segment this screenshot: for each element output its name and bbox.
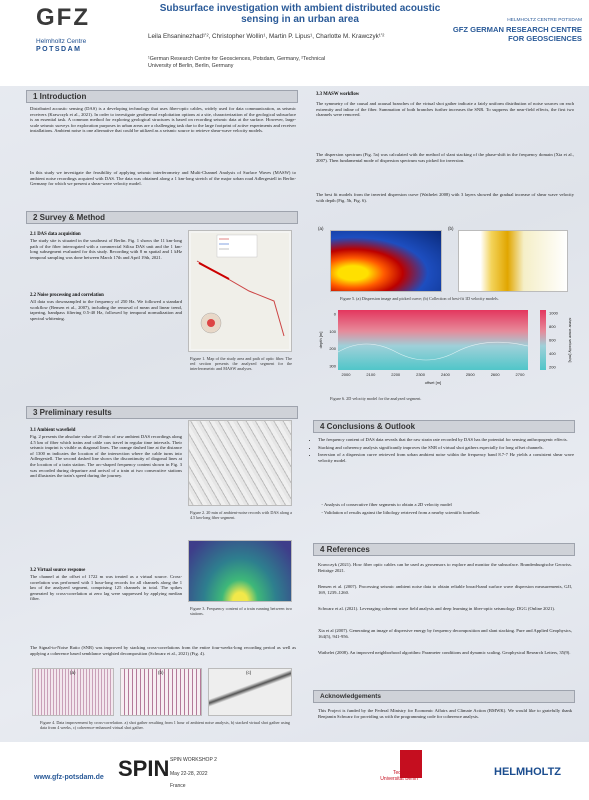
reference: Xia et al (2007). Generating an image of… (318, 628, 572, 639)
subheading: 3.1 Ambient wavefield (30, 428, 75, 433)
logo-sub: Potsdam (36, 46, 82, 53)
velocity-model-figure: 2000 2100 2200 2300 2400 2500 2600 2700 0 100 200 3… (316, 306, 574, 392)
title: Subsurface investigation with ambient di… (150, 3, 450, 25)
panel-label: (b) (448, 226, 454, 231)
place: France (170, 783, 186, 789)
figure-caption: Figure 1. Map of the study area and path… (190, 356, 292, 371)
section-heading: 3 Preliminary results (26, 406, 298, 419)
gather-figure (120, 668, 202, 716)
paragraph: The study site is situated in the southe… (30, 238, 182, 260)
map-figure (188, 230, 292, 352)
x-tick-label: 2600 (491, 372, 501, 377)
bullet: Validation of results against the lithol… (324, 510, 568, 516)
cbar-tick-label: 200 (549, 365, 556, 370)
paragraph: This Project is funded by the Federal Mi… (318, 708, 572, 719)
bullet-list: Analysis of consecutive fiber segments t… (318, 502, 568, 517)
paragraph: The best fit models from the inverted di… (316, 192, 574, 203)
section-heading: Acknowledgements (313, 690, 575, 703)
logo-sub: Helmholtz Centre (36, 38, 86, 45)
affiliations: ¹German Research Centre for Geosciences,… (148, 56, 348, 69)
logo: GFZ (36, 4, 90, 32)
gather-figure (208, 668, 292, 716)
reference: Wathelet (2008). An improved neighborhoo… (318, 650, 572, 656)
panel-label: (a) (70, 670, 76, 675)
figure-caption: Figure 3. Frequency content of a train r… (190, 606, 292, 616)
figure-caption: Figure 6. 2D velocity model for the anal… (330, 396, 560, 401)
tu-name: Technische Universität Berlin (378, 770, 418, 782)
helmholtz: HELMHOLTZ (494, 766, 561, 778)
poster: GFZ Helmholtz Centre Potsdam Subsurface … (0, 0, 589, 800)
dispersion-figure (330, 230, 442, 292)
bullet-list: The frequency content of DAS data reveal… (312, 437, 574, 465)
bullet: The frequency content of DAS data reveal… (318, 437, 574, 443)
spin-logo: SPIN (118, 756, 169, 782)
url: www.gfz-potsdam.de (34, 774, 104, 781)
x-tick-label: 2100 (366, 372, 376, 377)
panel-label: (a) (318, 226, 324, 231)
x-tick-label: 2300 (416, 372, 426, 377)
velocity-field (338, 310, 528, 370)
paragraph: In this study we investigate the feasibi… (30, 170, 296, 187)
figure-caption: Figure 4. Data improvement by cross-corr… (40, 720, 290, 730)
y-tick-label: 200 (329, 346, 336, 351)
reference: Krawczyk (2021). How fiber optic cables … (318, 562, 572, 573)
panel-label: (c) (246, 670, 251, 675)
y-axis-label: depth [m] (318, 332, 323, 349)
cbar-tick-label: 400 (549, 351, 556, 356)
x-tick-label: 2000 (342, 372, 352, 377)
paragraph: Fig. 2 presents the absolute value of 20… (30, 434, 182, 479)
colorbar (540, 310, 546, 370)
y-tick-label: 0 (334, 312, 337, 317)
bullet: Analysis of consecutive fiber segments t… (324, 502, 568, 508)
subheading: 2.1 DAS data acquisition (30, 232, 81, 237)
right-logo-top: Helmholtz Centre Potsdam (472, 18, 582, 23)
figure-caption: Figure 2. 20 min of ambient-noise record… (190, 510, 292, 520)
subheading: 3.2 Virtual source response (30, 568, 85, 573)
right-logo: GFZ German Research Centre for Geoscienc… (448, 25, 582, 43)
reference: Bensen et al. (2007). Processing seismic… (318, 584, 572, 595)
subheading: 2.2 Noise processing and correlation (30, 293, 104, 298)
bullet: Stacking and coherency analysis signific… (318, 445, 574, 451)
cbar-tick-label: 600 (549, 338, 556, 343)
paragraph: The Signal-to-Noise Ratio (SNR) was impr… (30, 645, 296, 656)
cbar-tick-label: 800 (549, 324, 556, 329)
figure-caption: Figure 5. (a) Dispersion image and picke… (340, 296, 570, 301)
x-tick-label: 2700 (516, 372, 526, 377)
authors: Leila Ehsaninezhad¹ʼ², Christopher Wolli… (148, 33, 448, 40)
x-axis-label: offset [m] (425, 380, 441, 385)
map (189, 231, 291, 351)
das-record-figure (188, 420, 292, 506)
bullet: Inversion of a dispersion curve retrieve… (318, 452, 574, 463)
subheading: 3.3 MASW workflow (316, 92, 359, 97)
paragraph: Distributed acoustic sensing (DAS) is a … (30, 106, 296, 134)
section-heading: 1 Introduction (26, 90, 298, 103)
cbar-tick-label: 1000 (549, 311, 559, 316)
x-tick-label: 2400 (441, 372, 451, 377)
velocity-models-figure (458, 230, 568, 292)
x-tick-label: 2200 (391, 372, 401, 377)
section-heading: 4 References (313, 543, 575, 556)
paragraph: The symmetry of the causal and acausal b… (316, 101, 574, 118)
x-tick-label: 2500 (466, 372, 476, 377)
workshop: SPIN WORKSHOP 2 (170, 757, 217, 763)
reference: Schwarz et al. (2021). Leveraging cohere… (318, 606, 572, 612)
panel-label: (b) (158, 670, 164, 675)
y-tick-label: 300 (329, 364, 336, 369)
paragraph: The dispersion spectrum (Fig. 5a) was ca… (316, 152, 574, 163)
cbar-label: shear wave velocity [m/s] (568, 318, 573, 363)
gather-figure (32, 668, 114, 716)
section-heading: 2 Survey & Method (26, 211, 298, 224)
section-heading: 4 Conclusions & Outlook (313, 420, 575, 433)
paragraph: The channel at the offset of 1722 m was … (30, 574, 182, 602)
dates: May 22-28, 2022 (170, 771, 208, 777)
y-tick-label: 100 (329, 329, 336, 334)
paragraph: All data was downsampled to the frequenc… (30, 299, 182, 321)
frequency-figure (188, 540, 292, 602)
